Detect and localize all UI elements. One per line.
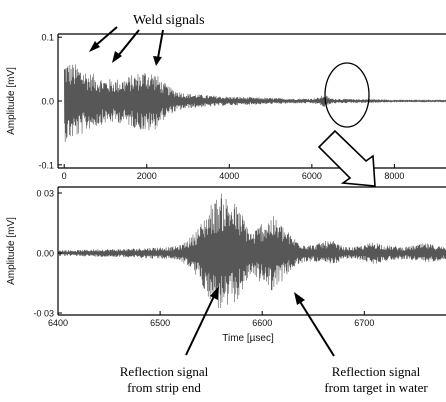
weld-arrow-3 [157,29,164,59]
y-tick-label: -0.1 [38,160,54,170]
x-tick-label: 8000 [384,171,404,181]
target-arrowhead [294,292,305,305]
bottom-y-axis-label: Amplitude [mV] [6,217,17,285]
strip-end-label-line2: from strip end [127,380,201,395]
x-tick-label: 0 [62,171,67,181]
strip-end-arrowhead [210,286,219,300]
bottom-signal-trace [57,193,446,309]
top-y-ticks: 0.1 0.0 -0.1 [38,33,62,170]
signal-line [63,64,446,142]
strip-end-label-line1: Reflection signal [120,364,209,379]
top-y-axis-label: Amplitude [mV] [6,67,17,135]
bottom-panel: 0 03 0.00 -0 03 6400 6500 6600 6700 Amplitude… [6,186,446,395]
bottom-x-ticks: 6400 6500 6600 6700 [48,311,374,328]
weld-arrowhead-1 [89,41,100,52]
x-tick-label: 6700 [354,318,374,328]
signal-line [57,193,446,309]
zoom-arrow [317,129,376,187]
x-tick-label: 4000 [219,171,239,181]
top-panel: 0.1 0.0 -0.1 0 2000 4000 6000 8000 Amplitude [… [6,13,446,181]
strip-end-arrow [185,293,216,356]
y-tick-label: 0.00 [36,249,54,259]
weld-signals-label: Weld signals [133,13,205,28]
zoom-circle [324,62,370,128]
x-tick-label: 2000 [137,171,157,181]
top-signal-trace [63,64,446,142]
bottom-x-axis-label: Time [µsec] [222,333,274,344]
x-tick-label: 6600 [252,318,272,328]
target-label-line2: from target in water [324,380,428,395]
weld-arrowhead-2 [112,51,122,63]
weld-arrowhead-3 [153,56,162,66]
target-arrow [298,299,335,357]
x-tick-label: 6500 [150,318,170,328]
y-tick-label: 0.0 [41,97,54,107]
y-tick-label: -0 03 [33,309,54,319]
y-tick-label: 0 03 [36,189,54,199]
x-tick-label: 6400 [48,318,68,328]
x-tick-label: 6000 [302,171,322,181]
weld-arrow-2 [117,29,140,57]
bottom-y-ticks: 0 03 0.00 -0 03 [33,189,62,319]
top-x-ticks: 0 2000 4000 6000 8000 [62,164,404,181]
y-tick-label: 0.1 [41,33,54,43]
target-label-line1: Reflection signal [332,364,421,379]
weld-arrow-1 [94,26,118,47]
